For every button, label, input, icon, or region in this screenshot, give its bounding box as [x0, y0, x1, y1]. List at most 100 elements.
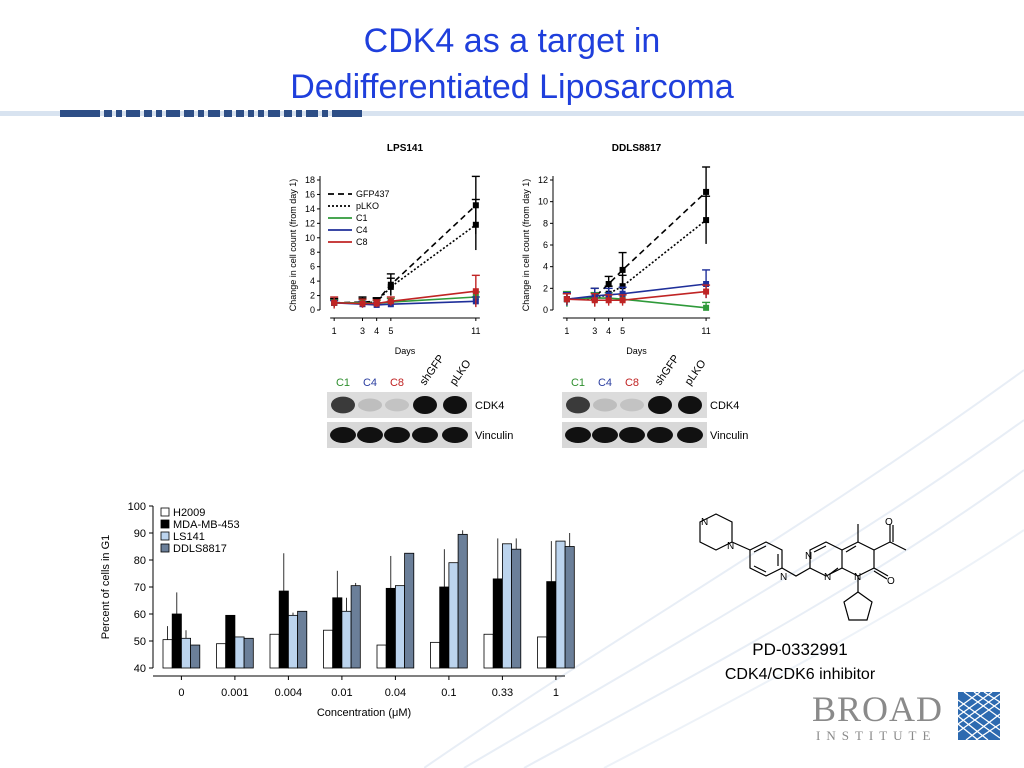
y-tick-label: 90: [134, 528, 146, 540]
y-tick-label: 10: [305, 233, 315, 243]
band-dash: [248, 110, 254, 117]
bar: [216, 643, 227, 669]
data-point: [703, 288, 710, 295]
x-tick-label: 5: [620, 326, 625, 336]
chart-title: LPS141: [387, 143, 424, 154]
atom-n5: N: [824, 572, 832, 583]
x-tick-label: 5: [388, 326, 393, 336]
data-point: [619, 266, 626, 273]
compound-name: PD-0332991: [752, 640, 848, 659]
band-dash: [156, 110, 162, 117]
band-dash: [104, 110, 112, 117]
blot-row-label: CDK4: [710, 400, 739, 412]
y-tick-label: 60: [134, 609, 146, 621]
x-tick-label: 0.1: [441, 687, 456, 699]
blot-lane-label: C4: [598, 377, 612, 389]
band-dash: [322, 110, 328, 117]
legend-label: C8: [356, 237, 368, 247]
data-point: [373, 300, 380, 307]
blot-row-label: Vinculin: [710, 430, 748, 442]
x-tick-label: 11: [471, 326, 480, 336]
blot-band-vinculin: [647, 427, 673, 443]
band-dash: [306, 110, 318, 117]
data-point: [703, 217, 710, 224]
series-line: [566, 191, 707, 300]
atom-n4: N: [805, 551, 813, 562]
band-dash: [258, 110, 264, 117]
y-tick-label: 40: [134, 663, 146, 675]
chart-title: DDLS8817: [612, 143, 662, 154]
bar: [171, 613, 182, 669]
data-point: [387, 298, 394, 305]
blot-band-vinculin: [442, 427, 468, 443]
y-tick-label: 100: [128, 501, 146, 513]
band-dash: [166, 110, 180, 117]
bar: [190, 644, 201, 669]
band-dash: [236, 110, 244, 117]
x-tick-label: 0.001: [221, 687, 249, 699]
blot-lane-label: C4: [363, 377, 377, 389]
logo-name: BROAD: [812, 689, 944, 729]
band-dash: [296, 110, 302, 117]
blot-band-vinculin: [357, 427, 383, 443]
bar: [457, 533, 468, 669]
bar: [511, 548, 522, 669]
bar: [376, 644, 387, 669]
blot-row-label: Vinculin: [475, 430, 513, 442]
bar: [323, 629, 334, 669]
band-dash: [60, 110, 100, 117]
x-tick-label: 4: [606, 326, 611, 336]
y-tick-label: 2: [543, 283, 548, 293]
data-point: [331, 299, 338, 306]
blot-lane-label: shGFP: [418, 353, 447, 388]
y-tick-label: 8: [310, 247, 315, 257]
band-dash: [332, 110, 362, 117]
compound-description: CDK4/CDK6 inhibitor: [724, 666, 876, 683]
blot-row-label: CDK4: [475, 400, 504, 412]
broad-logo-icon: [958, 692, 1000, 740]
bar: [385, 587, 396, 669]
data-point: [605, 281, 612, 287]
data-point: [563, 296, 570, 303]
bar: [243, 637, 254, 669]
data-point: [472, 288, 479, 295]
bar: [483, 633, 494, 669]
y-axis-label: Change in cell count (from day 1): [521, 179, 531, 312]
legend-label: C1: [356, 213, 368, 223]
atom-n3: N: [780, 572, 788, 583]
legend-label: pLKO: [356, 201, 379, 211]
bar: [269, 633, 280, 669]
bar: [225, 614, 236, 669]
slide-title-line1: CDK4 as a target in: [363, 22, 661, 60]
y-tick-label: 12: [305, 218, 315, 228]
y-tick-label: 0: [543, 305, 548, 315]
y-tick-label: 80: [134, 555, 146, 567]
legend-swatch: [160, 519, 170, 529]
blot-band-cdk4: [648, 396, 672, 414]
x-tick-label: 1: [332, 326, 337, 336]
western-blot-lps141: C1 C4 C8 shGFP pLKO CDK4 Vinculin: [327, 353, 513, 448]
data-point: [703, 188, 710, 195]
bar: [181, 637, 192, 669]
y-tick-label: 12: [538, 175, 548, 185]
x-tick-label: 0.01: [331, 687, 352, 699]
legend-swatch: [160, 531, 170, 541]
y-tick-label: 18: [305, 175, 315, 185]
background-waves: [424, 369, 1024, 768]
data-point: [387, 283, 394, 290]
x-tick-label: 0.33: [492, 687, 513, 699]
chemical-structure: [699, 513, 907, 621]
y-axis-label: Percent of cells in G1: [100, 535, 112, 640]
legend-label: H2009: [173, 507, 205, 519]
bar: [162, 639, 173, 669]
legend-label: C4: [356, 225, 368, 235]
blot-lane-label: C1: [336, 377, 350, 389]
blot-lane-label: C8: [625, 377, 639, 389]
band-dash: [126, 110, 140, 117]
bar: [350, 585, 361, 669]
data-point: [591, 297, 598, 304]
bar: [439, 586, 450, 669]
band-dash: [184, 110, 194, 117]
